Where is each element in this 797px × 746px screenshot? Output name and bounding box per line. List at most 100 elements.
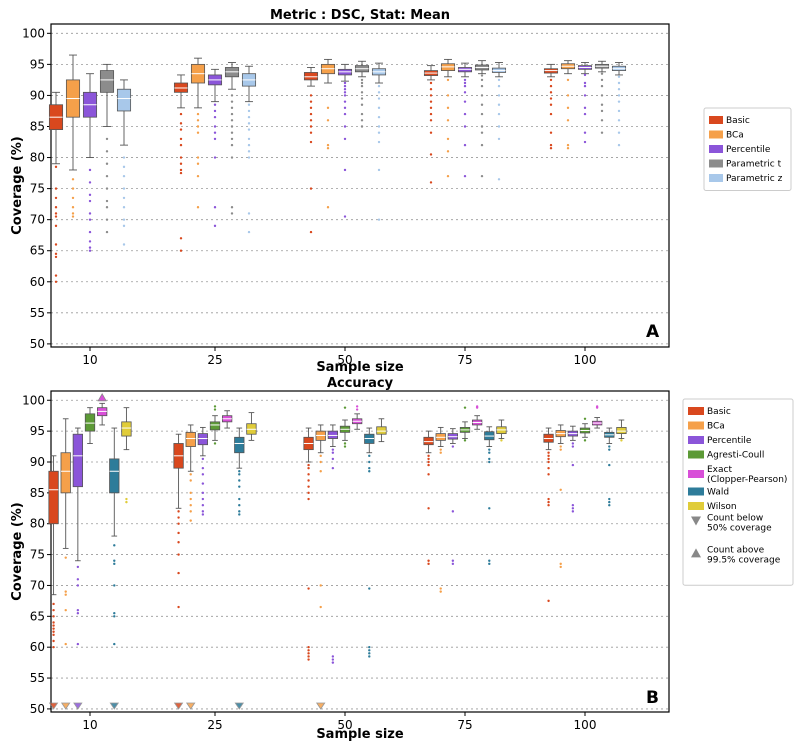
- outlier-point: [377, 140, 381, 144]
- outlier-point: [307, 652, 310, 655]
- outlier-point: [547, 497, 550, 501]
- box-iqr: [60, 452, 71, 494]
- outlier-point: [307, 658, 310, 661]
- outlier-point: [105, 199, 109, 203]
- outlier-point: [196, 206, 200, 209]
- outlier-point: [497, 112, 501, 116]
- outlier-point: [122, 196, 126, 200]
- outlier-point: [617, 94, 621, 97]
- outlier-point: [201, 457, 205, 461]
- panel-a-box-percentile-75: [457, 62, 473, 178]
- outlier-point: [52, 621, 55, 624]
- outlier-point: [307, 497, 310, 501]
- outlier-point: [600, 84, 604, 88]
- panel-a-box-basic-100: [543, 63, 559, 150]
- panel-b-ytick-label: 70: [30, 578, 45, 592]
- panel-a-panel-letter: A: [646, 322, 660, 342]
- outlier-point: [617, 88, 621, 91]
- panel-b-legend-label: Exact: [707, 465, 732, 475]
- panel-a-box-bca-100: [560, 60, 576, 150]
- outlier-point: [608, 448, 611, 451]
- panel-b-box-wald-25: [234, 427, 245, 710]
- outlier-point: [196, 131, 200, 134]
- outlier-point: [52, 630, 55, 633]
- outlier-point: [355, 408, 359, 411]
- outlier-point: [113, 584, 116, 587]
- outlier-point: [88, 168, 92, 172]
- outlier-point: [54, 212, 58, 215]
- panel-b-legend-swatch: [688, 502, 704, 510]
- outlier-point: [309, 106, 313, 110]
- panel-a-ytick-label: 90: [30, 88, 45, 102]
- outlier-point: [331, 466, 335, 470]
- panel-a-title: Metric : DSC, Stat: Mean: [270, 8, 450, 23]
- outlier-point: [247, 150, 251, 153]
- outlier-point: [617, 131, 621, 134]
- outlier-point: [326, 143, 330, 147]
- outlier-point: [360, 119, 364, 122]
- outlier-point: [600, 109, 604, 113]
- outlier-point: [247, 103, 251, 106]
- box-iqr: [99, 70, 115, 93]
- outlier-point: [54, 206, 58, 209]
- outlier-point: [331, 661, 335, 664]
- outlier-point: [177, 510, 180, 513]
- outlier-point: [446, 137, 450, 141]
- outlier-point: [307, 463, 310, 467]
- outlier-point: [463, 406, 467, 409]
- outlier-point: [480, 84, 484, 88]
- outlier-point: [547, 500, 550, 504]
- panel-b-box-percentile-25: [197, 426, 208, 516]
- panel-b-legend-swatch: [688, 470, 704, 478]
- outlier-point: [307, 491, 310, 495]
- panel-a-box-parametric-t-10: [99, 63, 115, 234]
- panel-b-box-percentile-10: [72, 427, 83, 710]
- panel-a-legend-swatch: [709, 130, 723, 139]
- outlier-point: [488, 460, 491, 464]
- below-50-marker: [234, 702, 245, 710]
- outlier-point: [547, 460, 550, 464]
- outlier-point: [355, 405, 359, 408]
- outlier-point: [319, 460, 322, 464]
- panel-a-legend-swatch: [709, 116, 723, 124]
- outlier-point: [343, 215, 347, 218]
- panel-a-box-parametric-z-10: [116, 79, 132, 246]
- outlier-point: [122, 174, 126, 178]
- panel-b-box-agresti-coull-50: [339, 406, 351, 448]
- panel-b-xtick-label: 10: [82, 718, 97, 732]
- outlier-point: [620, 439, 623, 442]
- outlier-point: [201, 497, 205, 501]
- outlier-point: [377, 125, 381, 128]
- panel-b-box-exact-100: [592, 405, 603, 429]
- panel-b-plot-frame: [50, 390, 670, 713]
- outlier-point: [583, 81, 587, 85]
- outlier-point: [463, 439, 467, 442]
- outlier-point: [566, 106, 570, 110]
- outlier-point: [571, 445, 575, 448]
- panel-b-box-agresti-coull-75: [459, 406, 471, 442]
- panel-b-box-wilson-75: [496, 419, 507, 442]
- panel-b-box-exact-10: [97, 392, 108, 426]
- outlier-point: [446, 78, 450, 82]
- outlier-point: [213, 103, 217, 106]
- outlier-point: [600, 119, 604, 122]
- panel-a-box-basic-25: [173, 74, 189, 252]
- outlier-point: [488, 559, 491, 562]
- outlier-point: [497, 78, 501, 82]
- outlier-point: [595, 406, 599, 409]
- outlier-point: [177, 571, 180, 575]
- outlier-point: [446, 94, 450, 97]
- box-iqr: [209, 421, 221, 431]
- outlier-point: [122, 218, 126, 221]
- outlier-point: [247, 230, 251, 234]
- outlier-point: [331, 451, 335, 454]
- outlier-point: [326, 106, 330, 110]
- outlier-point: [583, 417, 587, 420]
- outlier-point: [488, 448, 491, 451]
- outlier-point: [201, 466, 205, 470]
- outlier-point: [488, 457, 491, 461]
- outlier-point: [360, 103, 364, 106]
- outlier-point: [549, 103, 553, 106]
- outlier-point: [307, 587, 310, 590]
